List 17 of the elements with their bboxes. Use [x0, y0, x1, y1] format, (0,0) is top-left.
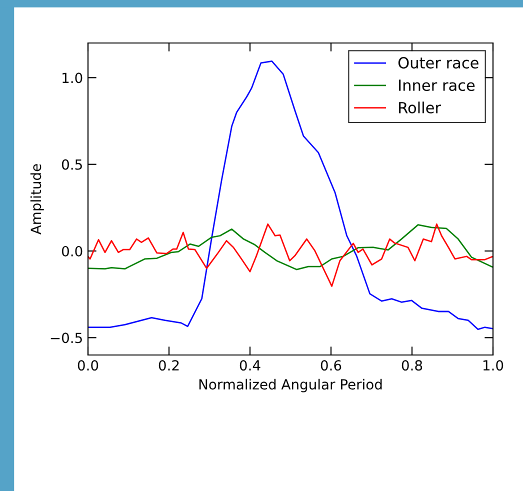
y-tick-label: 1.0	[62, 72, 82, 84]
x-tick-label: 1.0	[483, 360, 504, 371]
x-axis-title: Normalized Angular Period	[199, 378, 382, 392]
y-tick-label: −0.5	[50, 332, 82, 344]
line-series	[88, 223, 493, 287]
x-tick-label: 0.8	[402, 360, 422, 371]
legend-label: Outer race	[398, 57, 478, 69]
y-axis-title: Amplitude	[30, 164, 44, 234]
x-tick-label: 0.2	[158, 360, 179, 371]
y-tick-label: 0.5	[62, 159, 82, 170]
x-tick-label: 0.4	[240, 360, 260, 371]
x-tick-label: 0.6	[320, 360, 342, 371]
line-series	[88, 224, 493, 270]
x-tick-label: 0.0	[78, 360, 98, 371]
legend-label: Roller	[399, 102, 442, 114]
legend-label: Inner race	[399, 80, 475, 91]
y-tick-label: 0.0	[62, 246, 82, 256]
